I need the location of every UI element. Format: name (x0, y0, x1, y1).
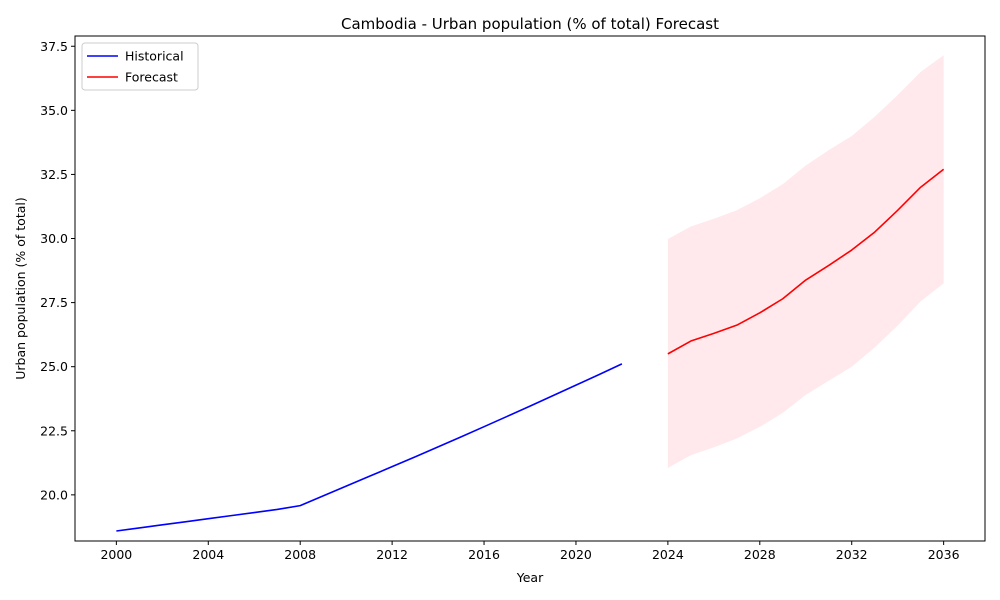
legend-label-historical: Historical (125, 49, 184, 64)
y-tick-label: 25.0 (40, 359, 68, 374)
forecast-line (667, 168, 945, 355)
x-tick-label: 2020 (560, 547, 592, 562)
axes-frame (74, 35, 986, 542)
legend-box (81, 42, 199, 91)
x-tick-label: 2012 (376, 547, 408, 562)
x-tick-label: 2000 (100, 547, 132, 562)
y-tick-label: 30.0 (40, 231, 68, 246)
x-tick-label: 2024 (652, 547, 684, 562)
x-tick-label: 2032 (836, 547, 868, 562)
x-axis-label: Year (516, 570, 544, 585)
legend-label-forecast: Forecast (125, 70, 178, 85)
x-tick-label: 2016 (468, 547, 500, 562)
y-tick-label: 22.5 (40, 423, 68, 438)
y-tick-label: 32.5 (40, 167, 68, 182)
historical-line (116, 363, 623, 532)
y-tick-label: 27.5 (40, 295, 68, 310)
y-tick-label: 37.5 (40, 39, 68, 54)
y-tick-label: 20.0 (40, 487, 68, 502)
plot-area (116, 55, 945, 532)
x-tick-label: 2004 (192, 547, 224, 562)
x-tick-label: 2028 (744, 547, 776, 562)
x-tick-label: 2036 (928, 547, 960, 562)
axis-ticks: 2000 2004 2008 2012 2016 2020 2024 2028 2032 2036… (40, 39, 959, 562)
confidence-band (667, 55, 944, 468)
x-tick-label: 2008 (284, 547, 316, 562)
y-axis-label: Urban population (% of total) (13, 197, 28, 379)
y-tick-label: 35.0 (40, 103, 68, 118)
chart-title: Cambodia - Urban population (% of total)… (341, 15, 719, 33)
legend: Historical Forecast (81, 42, 199, 91)
